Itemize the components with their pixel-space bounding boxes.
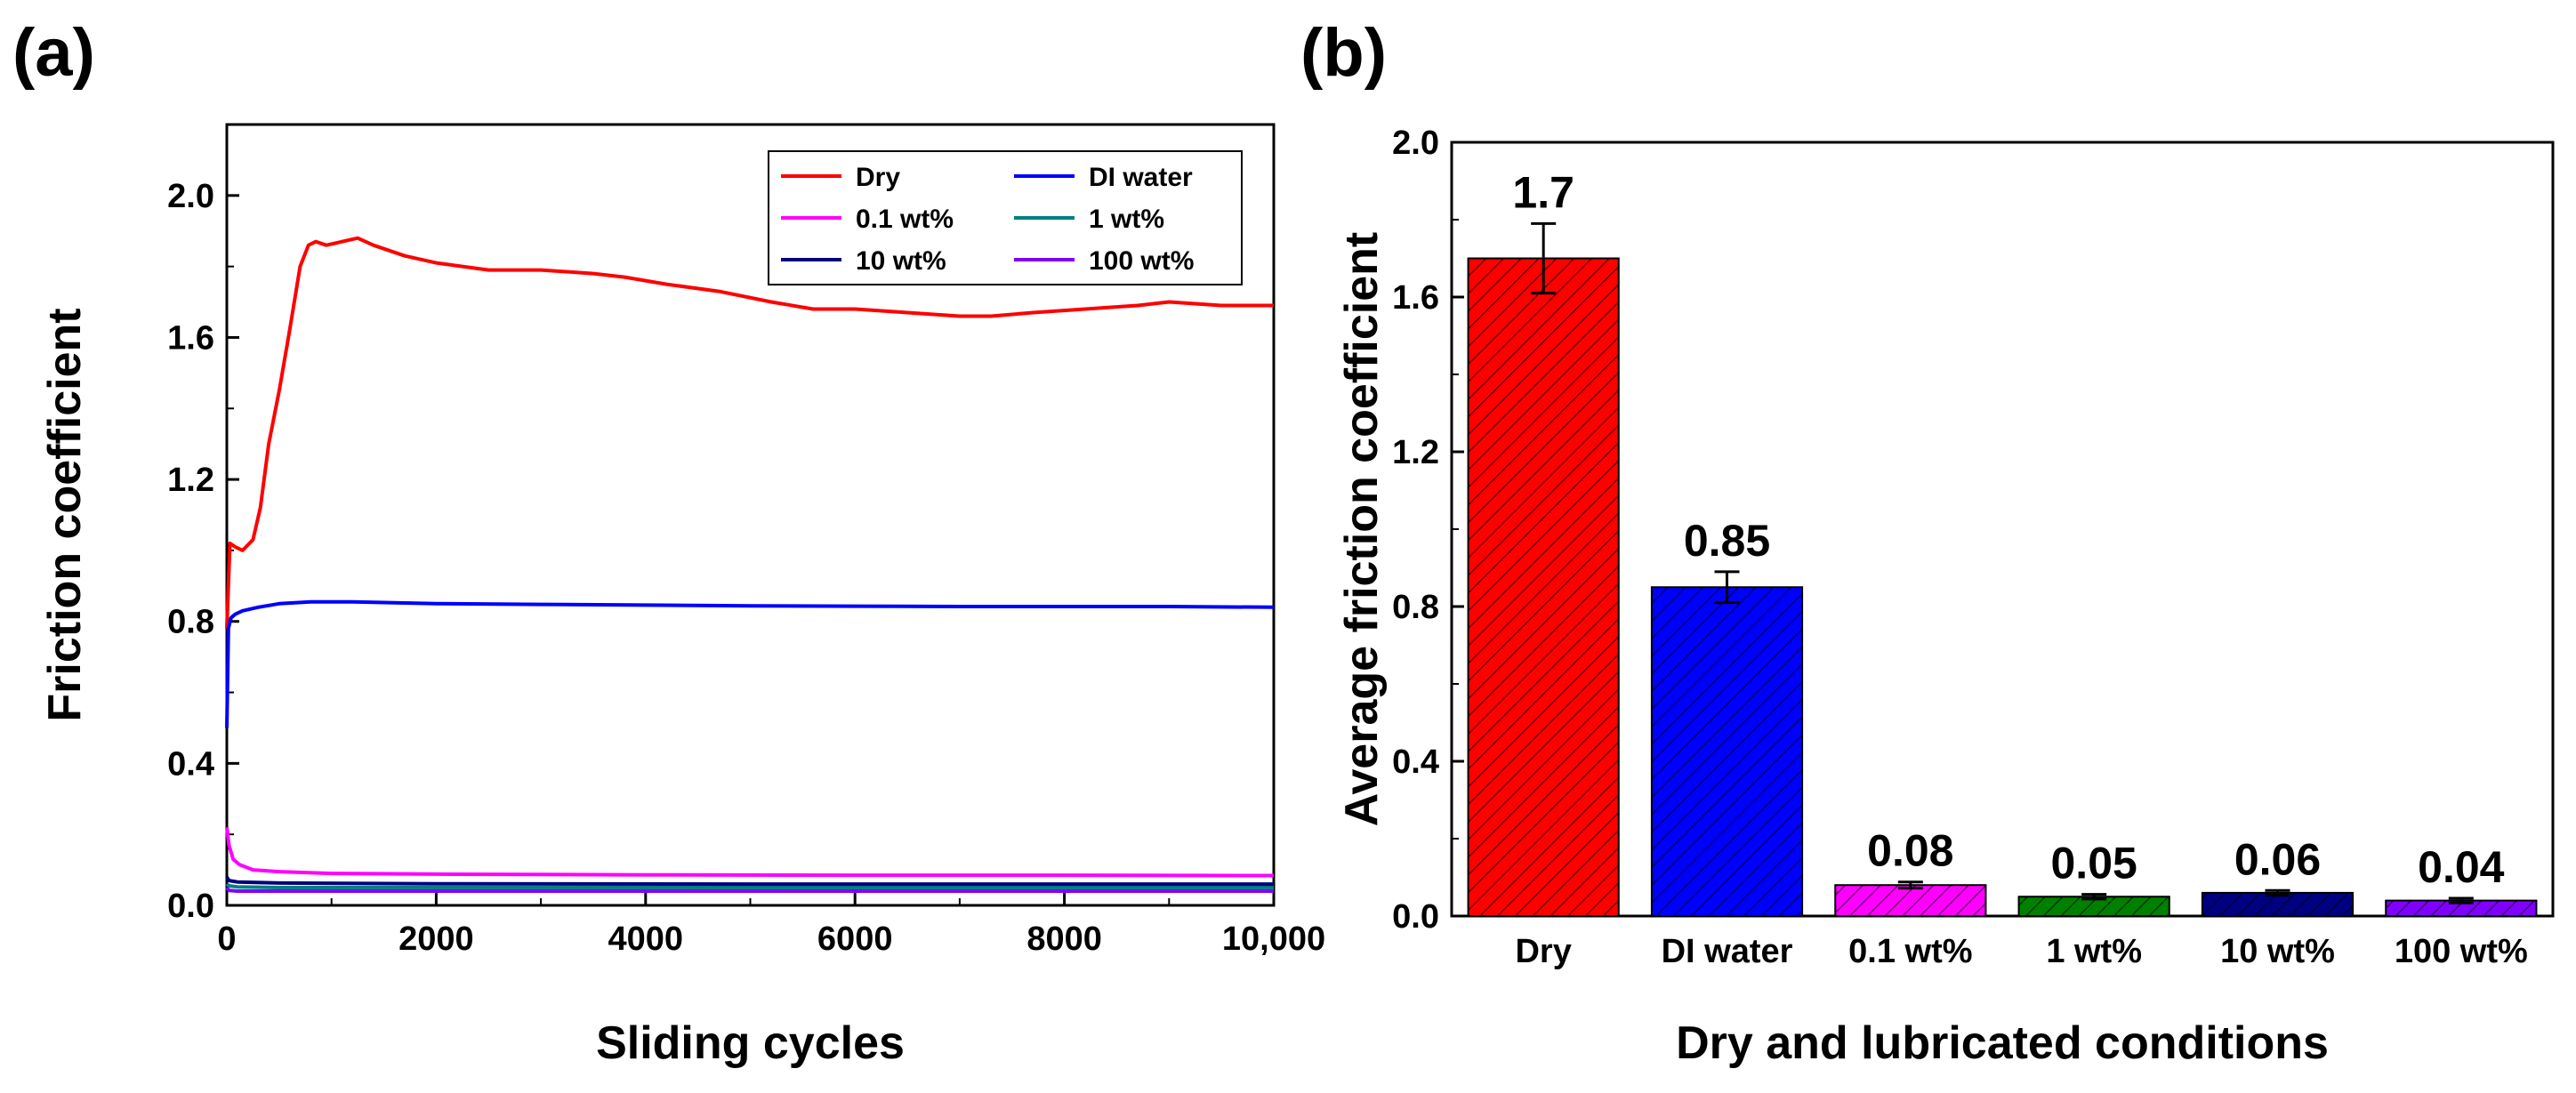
series-line-0-1-wt [225,826,1275,878]
y-tick-label: 1.6 [167,319,214,357]
x-tick-label: 10,000 [1222,920,1325,958]
legend-item-di-water: DI water [1014,163,1193,192]
legend-item-dry: Dry [781,163,900,192]
panel-b-y-axis-title: Average friction coefficient [1336,232,1388,826]
x-tick-label: 6000 [817,920,893,958]
legend-label: DI water [1089,163,1193,192]
bar-group-1-wt: 0.05 1 wt% [2017,839,2170,970]
y-tick-label: 0.4 [1392,743,1439,781]
panel-b-bar-chart: (b) 0.0 0.4 0.8 1.2 1.6 2.0 1.7 Dry 0.85 DI wate… [1300,15,2555,1069]
series-line-10-wt [225,876,1274,887]
legend-label: 10 wt% [856,246,946,276]
x-tick-label: 0 [217,920,236,958]
legend-item-1-wt: 1 wt% [1014,205,1164,234]
panel-a-x-axis-title: Sliding cycles [596,1017,905,1069]
legend-label: 1 wt% [1089,205,1164,234]
bar-group-100-wt: 0.04 100 wt% [2385,842,2538,970]
y-tick-label: 0.0 [167,888,214,925]
legend-label: Dry [856,163,900,192]
x-category-label: 10 wt% [2220,933,2335,970]
series-line-100-wt [225,886,1274,893]
panel-a-y-axis-title: Friction coefficient [39,308,91,721]
y-tick-label: 2.0 [167,178,214,215]
bar-dry [1467,257,1620,917]
y-tick-label: 0.0 [1392,898,1439,936]
legend-item-0-1-wt: 0.1 wt% [781,205,954,234]
panel-b-axis-ticks: 0.0 0.4 0.8 1.2 1.6 2.0 [1392,125,1464,936]
bar-value-label: 1.7 [1512,167,1574,217]
y-tick-label: 1.2 [167,462,214,499]
panel-a-series-lines [225,236,1275,893]
x-tick-label: 8000 [1026,920,1102,958]
panel-a-axis-ticks: 0 2000 4000 6000 8000 10,000 0.0 0.4 0.8 1.2 1.6 2.… [167,124,1325,958]
legend-label: 0.1 wt% [856,205,954,234]
bar-value-label: 0.06 [2234,834,2321,884]
series-line-dry [225,236,1274,629]
legend-box [768,150,1243,285]
bar-0-1-wt [1834,884,1987,918]
bar-value-label: 0.85 [1684,516,1770,566]
y-tick-label: 1.2 [1392,434,1439,471]
series-line-di-water [225,599,1275,728]
panel-a-legend: Dry DI water 0.1 wt% 1 wt% 10 wt% 100 wt% [768,150,1243,285]
y-tick-label: 2.0 [1392,125,1439,162]
x-tick-label: 2000 [398,920,474,958]
panel-a-label: (a) [12,15,95,91]
series-line-1-wt [225,882,1274,889]
y-tick-label: 0.8 [1392,589,1439,626]
x-category-label: DI water [1662,933,1793,970]
y-tick-label: 0.4 [167,745,214,783]
x-category-label: 1 wt% [2046,933,2142,970]
y-tick-label: 0.8 [167,604,214,641]
legend-item-10-wt: 10 wt% [781,246,946,276]
bar-value-label: 0.08 [1867,826,1953,876]
y-tick-label: 1.6 [1392,279,1439,317]
x-category-label: 0.1 wt% [1848,933,1972,970]
x-tick-label: 4000 [608,920,684,958]
panel-a-line-chart: (a) 0 2000 4000 6000 8000 10,000 0.0 0.4 0.8 1.2 1… [12,15,1325,1069]
x-category-label: Dry [1515,933,1571,970]
bar-10-wt [2201,891,2355,918]
bar-group-di-water: 0.85 DI water [1650,516,1804,970]
bar-value-label: 0.04 [2418,842,2505,892]
bar-group-0-1-wt: 0.08 0.1 wt% [1834,826,1987,970]
panel-b-x-axis-title: Dry and lubricated conditions [1676,1017,2329,1069]
x-category-label: 100 wt% [2395,933,2528,970]
bar-group-10-wt: 0.06 10 wt% [2201,834,2355,970]
bar-group-dry: 1.7 Dry [1467,167,1620,970]
legend-label: 100 wt% [1089,246,1194,276]
bar-value-label: 0.05 [2051,839,2137,888]
legend-item-100-wt: 100 wt% [1014,246,1194,276]
bar-di-water [1650,586,1804,917]
panel-b-label: (b) [1300,15,1387,91]
